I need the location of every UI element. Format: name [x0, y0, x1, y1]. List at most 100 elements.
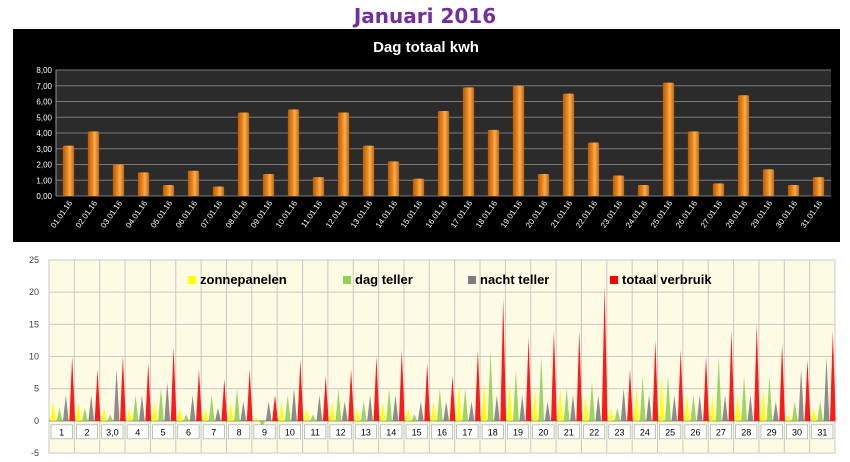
series-spike — [424, 362, 431, 421]
y-tick-label: 4,00 — [36, 129, 52, 138]
y-tick-label: 5,00 — [36, 113, 52, 122]
bar — [612, 175, 625, 196]
legend-swatch — [468, 276, 476, 284]
bar — [412, 178, 425, 196]
series-spike — [570, 395, 576, 421]
series-spike — [760, 388, 766, 421]
y-tick-label: 20 — [29, 287, 39, 297]
series-spike — [690, 395, 697, 421]
x-tick-label: 3,0 — [106, 427, 119, 437]
x-tick-label: 6 — [186, 427, 191, 437]
y-tick-label: 0 — [34, 416, 39, 426]
y-tick-label: 7,00 — [36, 82, 52, 91]
bar — [287, 109, 300, 196]
series-spike — [101, 407, 107, 421]
x-tick-label: 13.01.16 — [349, 199, 375, 230]
bar — [462, 87, 475, 196]
legend-entry: zonnepanelen — [200, 272, 287, 287]
legend-swatch — [610, 276, 618, 284]
page-title: Januari 2016 — [353, 4, 497, 28]
x-tick-box — [709, 424, 732, 440]
x-tick-label: 9 — [262, 427, 267, 437]
y-tick-label: 10 — [29, 352, 39, 362]
x-tick-label: 4 — [135, 427, 140, 437]
series-spike — [234, 388, 240, 421]
series-spike — [265, 401, 272, 421]
series-spike — [443, 401, 450, 421]
x-tick-label: 18.01.16 — [474, 199, 500, 230]
x-tick-box — [608, 424, 631, 440]
bar — [637, 184, 650, 196]
series-spike — [715, 356, 722, 421]
series-spike — [525, 337, 532, 421]
series-spike — [278, 401, 285, 421]
x-tick-label: 25.01.16 — [649, 199, 675, 230]
series-spike — [633, 388, 640, 421]
x-tick-label: 14.01.16 — [374, 199, 400, 230]
series-spike — [392, 395, 399, 421]
series-spike — [722, 395, 728, 421]
x-tick-box — [557, 424, 580, 440]
bar — [87, 131, 100, 196]
x-tick-label: 29.01.16 — [749, 199, 775, 230]
legend-entry: totaal verbruik — [622, 272, 712, 287]
x-tick-label: 05.01.16 — [149, 199, 175, 230]
series-spike — [208, 395, 215, 421]
x-tick-box — [354, 424, 377, 440]
series-spike — [684, 395, 690, 421]
series-spike — [544, 401, 551, 421]
bar — [537, 173, 550, 196]
series-spike — [329, 401, 335, 421]
bars — [62, 82, 825, 196]
grid — [48, 259, 836, 454]
series-spike — [589, 382, 595, 421]
bar — [712, 183, 725, 196]
series-spike — [88, 395, 95, 421]
series-spike — [151, 401, 158, 421]
x-tick-label: 04.01.16 — [124, 199, 150, 230]
series-spike — [677, 350, 684, 421]
series-spike — [202, 407, 209, 421]
series-spike — [405, 407, 411, 421]
legend-swatch — [343, 276, 351, 284]
series-spike — [658, 375, 665, 421]
series-spike — [253, 417, 259, 421]
x-tick-box — [785, 424, 808, 440]
x-tick-box — [583, 424, 606, 440]
x-tick-label: 15 — [412, 427, 422, 437]
x-tick-label: 27 — [716, 427, 726, 437]
series-spike — [481, 382, 488, 421]
series-spike — [215, 407, 221, 421]
bar — [137, 172, 150, 196]
series-spike — [582, 395, 589, 421]
x-tick-label: 8 — [237, 427, 242, 437]
x-tick-box — [760, 424, 783, 440]
series-spike — [373, 356, 380, 421]
series-spike — [398, 350, 405, 421]
series-spike — [753, 324, 760, 421]
x-tick-label: 30.01.16 — [774, 199, 800, 230]
x-tick-label: 12 — [336, 427, 346, 437]
x-tick-label: 31.01.16 — [799, 199, 825, 230]
series-spike — [665, 375, 671, 421]
bar — [662, 82, 675, 196]
x-tick-box — [507, 424, 530, 440]
series-spike — [829, 330, 836, 421]
x-tick-label: 07.01.16 — [199, 199, 225, 230]
series-spike — [158, 388, 164, 421]
bar — [262, 173, 275, 196]
series-spike — [639, 375, 646, 421]
series-spike — [817, 401, 824, 421]
series-spike — [804, 359, 811, 421]
bar — [737, 95, 750, 196]
x-tick-box — [811, 424, 834, 440]
series-spike — [620, 388, 627, 421]
x-tick-label: 16.01.16 — [424, 199, 450, 230]
series-spike — [430, 401, 437, 421]
series-spike — [462, 388, 469, 421]
series-spike — [468, 401, 475, 421]
x-tick-label: 27.01.16 — [699, 199, 725, 230]
series-spike — [291, 388, 297, 421]
series-spike — [170, 346, 177, 421]
